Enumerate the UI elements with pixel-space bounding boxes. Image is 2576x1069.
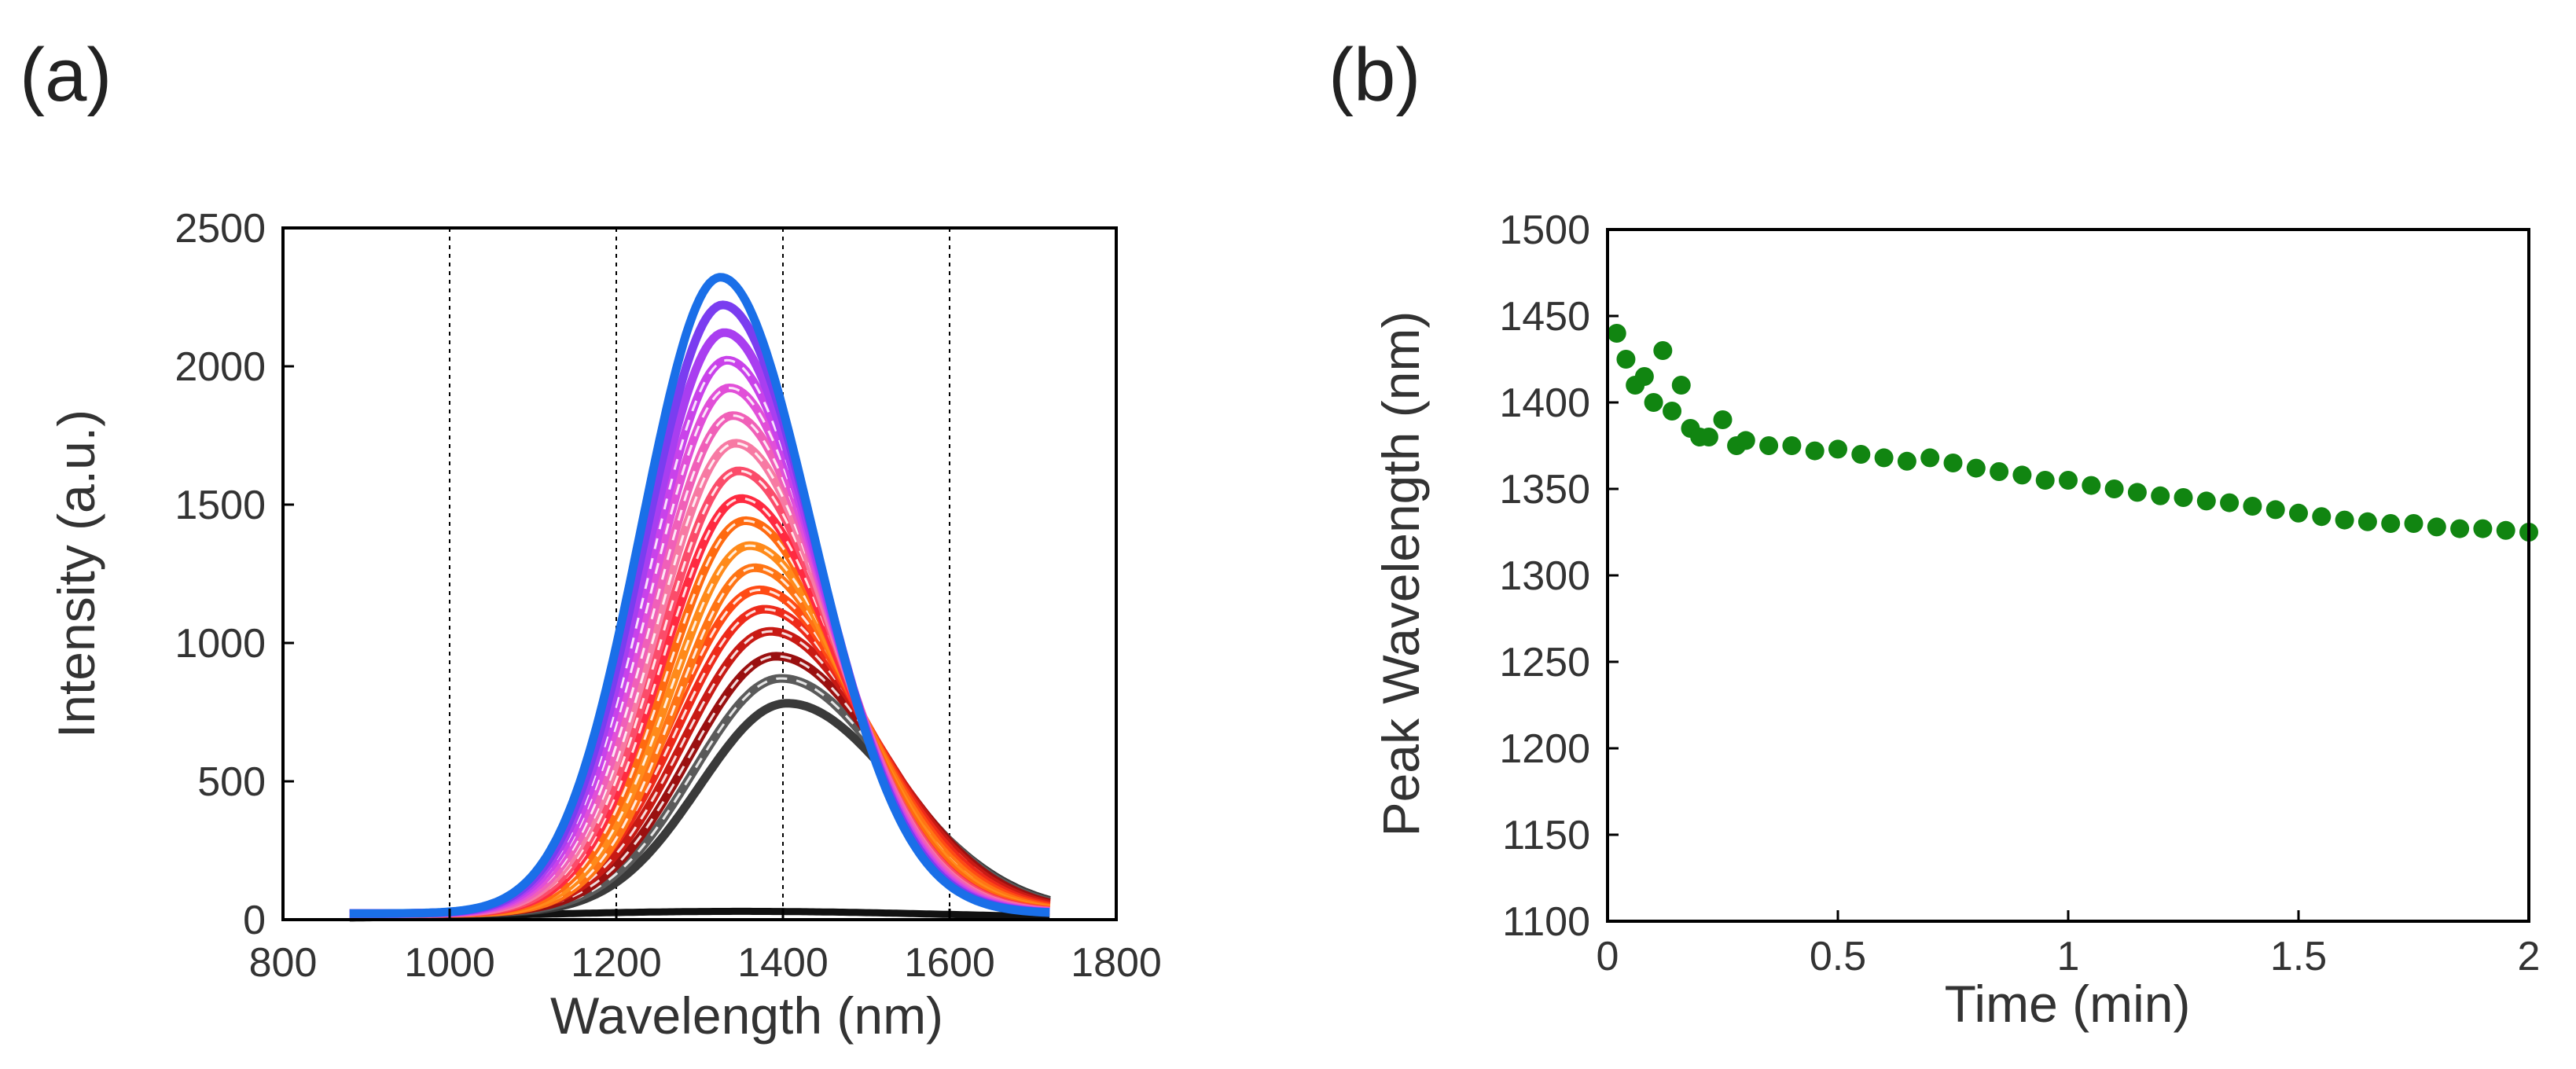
spectra-plot-frame — [281, 226, 1118, 921]
spectra-series — [348, 273, 1051, 922]
peak-point — [1713, 410, 1733, 429]
peak-point — [1805, 441, 1825, 461]
peak-point — [2059, 471, 2078, 490]
spectra-y-axis-title: Intensity (a.u.) — [47, 410, 105, 738]
peak-point — [2381, 514, 2401, 533]
peak-point — [2151, 486, 2170, 505]
peak-point — [2174, 488, 2193, 507]
peak-point — [1616, 350, 1636, 369]
peak-plot-frame — [1606, 228, 2530, 923]
peak-point — [1990, 462, 2009, 481]
panel-label-b: (b) — [1328, 33, 1420, 117]
peak-point — [2035, 471, 2055, 490]
peak-point — [1897, 451, 1916, 471]
spectra-y-tick-label: 1000 — [175, 621, 266, 667]
spectra-x-tick-label: 1600 — [904, 940, 995, 986]
spectrum-dash-t10 — [349, 544, 1050, 915]
spectra-chart: 0 500 1000 1500 2000 2500 800 1000 1200 1400 1600… — [47, 206, 1162, 1045]
peak-point — [1634, 367, 1654, 386]
peak-point — [1920, 448, 1940, 468]
peak-point — [2496, 520, 2515, 540]
spectra-y-tick-label: 500 — [197, 759, 266, 805]
peak-point — [1671, 376, 1691, 395]
peak-point — [1644, 393, 1663, 412]
peak-point — [1699, 428, 1718, 446]
peak-point — [1663, 402, 1682, 421]
peak-x-tick-label: 0.5 — [1810, 934, 1866, 979]
spectra-x-tick-label: 1000 — [404, 940, 495, 986]
spectra-y-tick-label: 0 — [243, 898, 266, 943]
peak-wavelength-points — [1607, 324, 2538, 542]
spectra-x-axis-title: Wavelength (nm) — [550, 986, 943, 1045]
peak-point — [2312, 507, 2332, 527]
peak-point — [1607, 324, 1626, 343]
peak-point — [2427, 517, 2446, 537]
peak-y-axis-title: Peak Wavelength (nm) — [1372, 311, 1430, 837]
peak-x-axis-title: Time (min) — [1945, 975, 2191, 1033]
spectra-y-ticks: 0 500 1000 1500 2000 2500 — [175, 206, 294, 943]
peak-point — [2127, 483, 2147, 502]
peak-point — [1828, 439, 1847, 459]
peak-point — [1851, 445, 1871, 464]
spectra-y-tick-label: 2000 — [175, 344, 266, 390]
peak-point — [2243, 497, 2262, 516]
peak-y-tick-label: 1400 — [1499, 380, 1590, 426]
peak-x-tick-label: 0 — [1597, 934, 1619, 979]
spectra-gridlines — [449, 228, 950, 920]
peak-wavelength-chart: 1100 1150 1200 1250 1300 1350 1400 1450 1500 0 0.… — [1372, 208, 2540, 1033]
spectrum-dash-t8 — [349, 497, 1050, 915]
spectra-x-tick-label: 1800 — [1071, 940, 1162, 986]
spectrum-dash-t13 — [349, 608, 1050, 915]
peak-point — [2104, 479, 2124, 498]
peak-x-tick-label: 2 — [2518, 934, 2541, 979]
peak-y-tick-label: 1150 — [1502, 813, 1590, 858]
peak-point — [1759, 436, 1779, 455]
peak-y-tick-label: 1450 — [1499, 294, 1590, 340]
peak-y-tick-label: 1350 — [1499, 467, 1590, 512]
peak-point — [2196, 491, 2216, 511]
peak-point — [2220, 493, 2240, 512]
peak-point — [1653, 341, 1673, 360]
peak-point — [2265, 500, 2285, 520]
peak-point — [2012, 465, 2032, 485]
peak-y-tick-label: 1300 — [1499, 553, 1590, 599]
spectrum-dash-t16 — [349, 677, 1050, 915]
peak-point — [2335, 510, 2354, 530]
peak-point — [1736, 431, 1755, 450]
peak-y-tick-label: 1500 — [1499, 208, 1590, 253]
peak-point — [2404, 514, 2423, 533]
spectra-y-tick-label: 1500 — [175, 483, 266, 528]
peak-point — [2450, 519, 2470, 538]
spectra-x-tick-label: 800 — [249, 940, 318, 986]
peak-x-tick-label: 1.5 — [2270, 934, 2327, 979]
peak-point — [1943, 454, 1963, 472]
peak-y-tick-label: 1250 — [1499, 640, 1590, 685]
peak-point — [2082, 476, 2101, 495]
spectra-x-tick-label: 1200 — [571, 940, 662, 986]
peak-y-tick-label: 1200 — [1499, 726, 1590, 772]
peak-point — [2357, 512, 2377, 531]
peak-y-ticks: 1100 1150 1200 1250 1300 1350 1400 1450 1500 — [1499, 208, 1619, 945]
peak-x-ticks: 0 0.5 1 1.5 2 — [1597, 910, 2541, 979]
peak-x-tick-label: 1 — [2057, 934, 2080, 979]
peak-point — [2289, 503, 2308, 523]
spectra-y-tick-label: 2500 — [175, 206, 266, 252]
peak-point — [2473, 519, 2493, 538]
spectra-x-ticks: 800 1000 1200 1400 1600 1800 — [249, 909, 1162, 986]
spectrum-line-t0 — [348, 273, 1051, 918]
spectra-x-tick-label: 1400 — [737, 940, 829, 986]
peak-point — [1874, 448, 1894, 468]
panel-label-a: (a) — [20, 33, 112, 117]
peak-point — [1966, 458, 1986, 478]
spectrum-dash-t9 — [349, 519, 1050, 915]
peak-point — [1782, 436, 1802, 455]
peak-y-tick-label: 1100 — [1502, 899, 1590, 945]
